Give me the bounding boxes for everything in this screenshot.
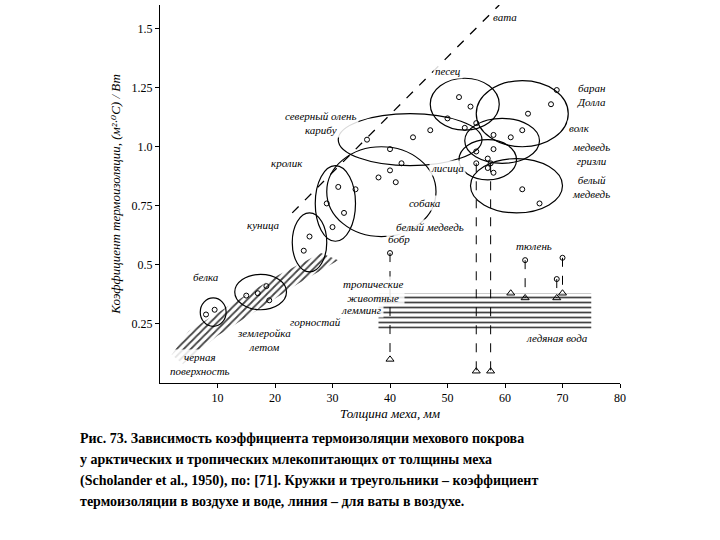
svg-text:кролик: кролик bbox=[271, 157, 303, 169]
svg-text:горностай: горностай bbox=[290, 316, 341, 328]
svg-text:60: 60 bbox=[499, 391, 511, 405]
svg-text:0.75: 0.75 bbox=[132, 199, 153, 213]
svg-text:50: 50 bbox=[442, 391, 454, 405]
svg-text:волк: волк bbox=[569, 122, 590, 134]
svg-text:белый медведь: белый медведь bbox=[396, 221, 464, 233]
svg-text:0.5: 0.5 bbox=[138, 258, 153, 272]
svg-text:40: 40 bbox=[384, 391, 396, 405]
svg-text:землеройкалетом: землеройкалетом bbox=[237, 327, 291, 353]
svg-text:тюлень: тюлень bbox=[516, 240, 552, 252]
svg-text:северный оленькарибу: северный оленькарибу bbox=[285, 110, 357, 136]
html-text:(Scholander et al., 1950), по:: (Scholander et al., 1950), по: [71]. Кру… bbox=[80, 473, 539, 488]
svg-text:10: 10 bbox=[212, 391, 224, 405]
svg-text:песец: песец bbox=[435, 65, 461, 77]
svg-text:30: 30 bbox=[327, 391, 339, 405]
svg-text:ледяная вода: ледяная вода bbox=[526, 332, 588, 344]
svg-text:лемминг: лемминг bbox=[341, 304, 382, 316]
svg-text:белыймедведь: белыймедведь bbox=[572, 174, 610, 200]
svg-text:лисица: лисица bbox=[431, 162, 464, 174]
svg-text:Коэффициент термоизоляции, (м²: Коэффициент термоизоляции, (м²·⁰C) / Вт bbox=[108, 74, 123, 315]
svg-text:80: 80 bbox=[614, 391, 626, 405]
html-text:термоизоляции в воздухе и воде: термоизоляции в воздухе и воде, линия – … bbox=[80, 494, 465, 509]
svg-text:собака: собака bbox=[409, 197, 441, 209]
svg-text:1.5: 1.5 bbox=[138, 22, 153, 36]
svg-text:70: 70 bbox=[557, 391, 569, 405]
svg-text:баранДолла: баранДолла bbox=[577, 82, 606, 108]
svg-text:куница: куница bbox=[247, 219, 280, 231]
svg-text:чернаяповерхность: чернаяповерхность bbox=[170, 351, 230, 377]
svg-text:бобр: бобр bbox=[388, 233, 410, 245]
svg-text:1.25: 1.25 bbox=[132, 81, 153, 95]
svg-text:20: 20 bbox=[269, 391, 281, 405]
html-text:у арктических и тропических мл: у арктических и тропических млекопитающи… bbox=[80, 452, 493, 467]
svg-text:тропическиеживотные: тропическиеживотные bbox=[343, 278, 403, 304]
svg-text:вата: вата bbox=[493, 11, 517, 23]
svg-text:1.0: 1.0 bbox=[138, 140, 153, 154]
svg-text:Толщина меха, мм: Толщина меха, мм bbox=[340, 406, 440, 421]
html-text:Рис. 73. Зависимость коэффицие: Рис. 73. Зависимость коэффициента термои… bbox=[80, 431, 525, 446]
svg-text:0.25: 0.25 bbox=[132, 317, 153, 331]
svg-text:белка: белка bbox=[193, 271, 219, 283]
svg-text:медведьгризли: медведьгризли bbox=[572, 141, 610, 167]
